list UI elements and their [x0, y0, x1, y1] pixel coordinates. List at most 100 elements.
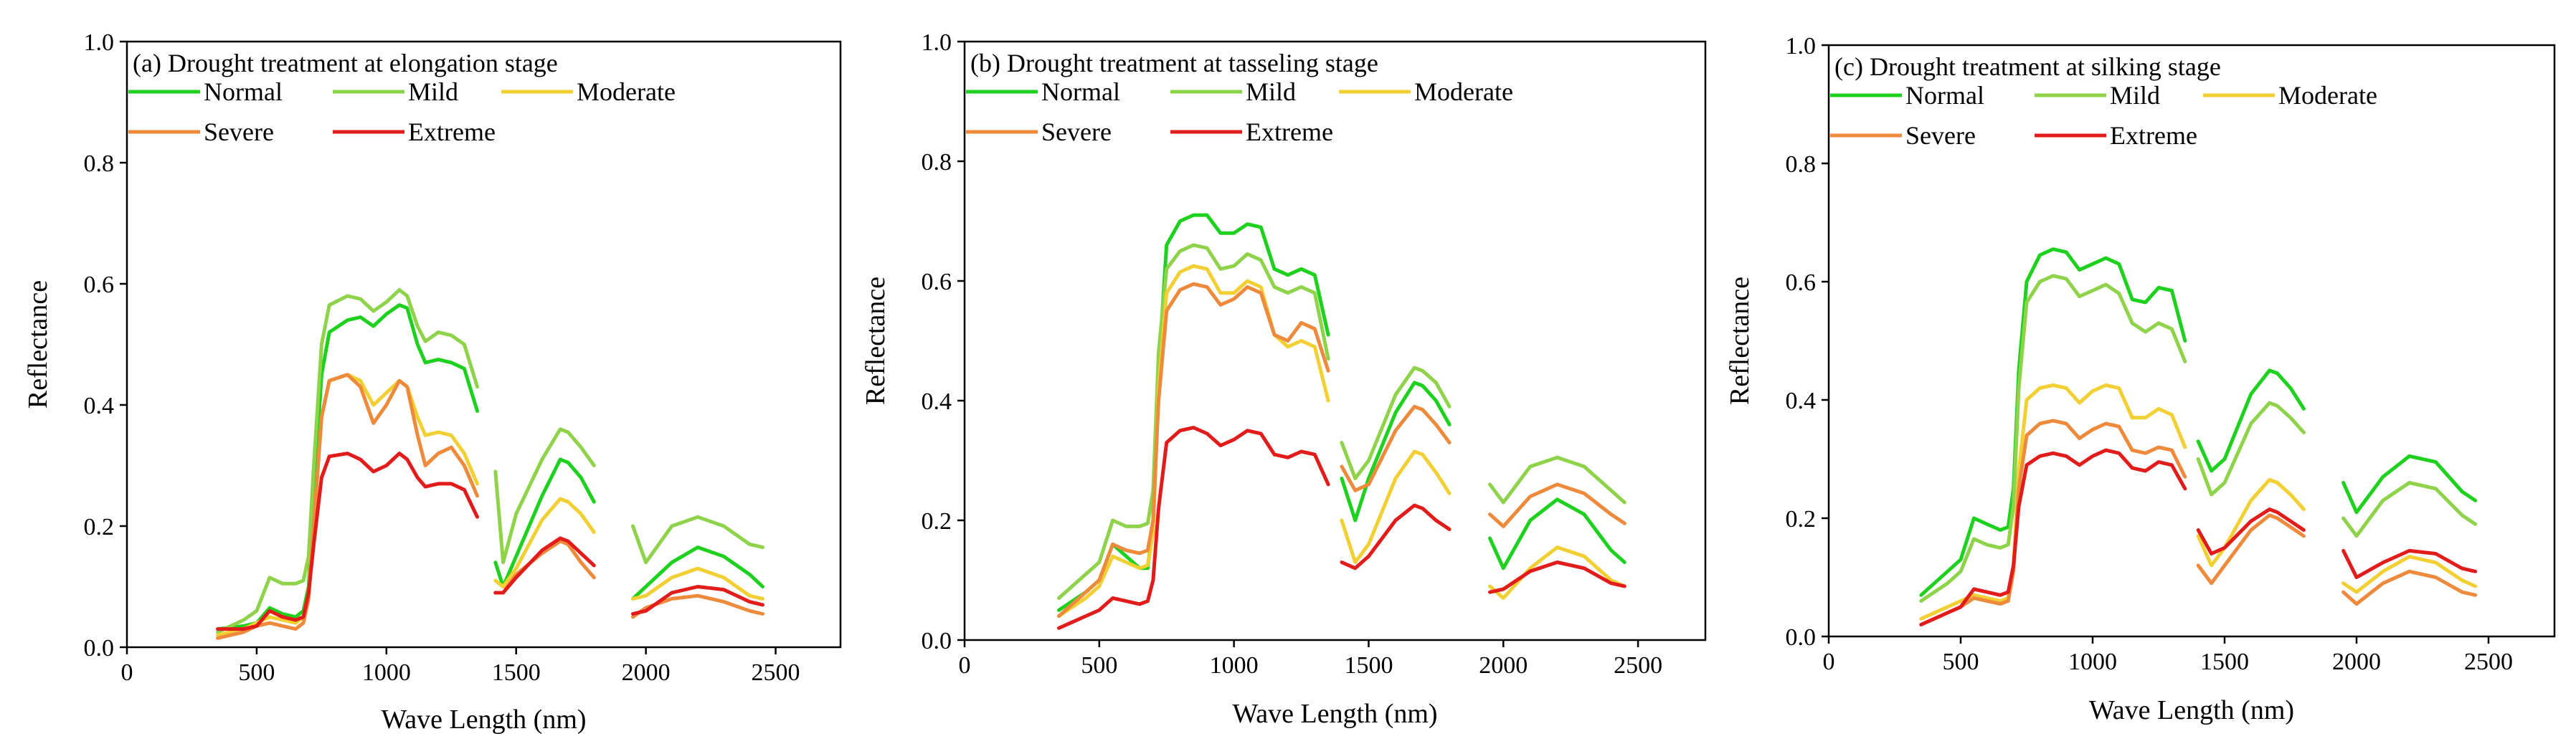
legend: Normal Mild Moderate Severe Extreme: [1830, 81, 2377, 150]
legend-item-severe: Severe: [1830, 121, 1976, 150]
legend-label: Moderate: [1414, 77, 1513, 106]
legend-label: Normal: [204, 77, 283, 106]
y-tick-label: 0.6: [84, 272, 115, 298]
series-group: [1919, 247, 2478, 626]
legend-label: Moderate: [2278, 81, 2377, 110]
y-tick-label: 1.0: [84, 29, 115, 56]
panel-title: (a) Drought treatment at elongation stag…: [133, 49, 558, 77]
y-tick-label: 0.2: [922, 508, 952, 535]
legend-label: Mild: [408, 77, 458, 106]
x-tick-label: 500: [238, 659, 275, 686]
series-line-moderate-2: [631, 566, 764, 601]
y-tick-label: 0.0: [1786, 624, 1817, 651]
x-tick-label: 0: [959, 652, 971, 679]
y-tick-label: 0.2: [1786, 506, 1817, 533]
series-line-extreme-1: [2196, 507, 2306, 555]
panel-b: 0 500 1000 1500 2000 2500 0.0 0.2 0.4 0.6 0.8 1.0 (…: [861, 29, 1707, 729]
series-line-moderate-0: [1919, 383, 2187, 621]
legend-item-severe: Severe: [128, 118, 274, 146]
legend-item-normal: Normal: [966, 77, 1120, 106]
legend-label: Severe: [1905, 121, 1976, 150]
y-tick-label: 0.6: [1786, 269, 1817, 296]
series-line-normal-0: [1057, 213, 1330, 612]
legend-label: Extreme: [2110, 121, 2197, 150]
y-tick-label: 0.8: [1786, 151, 1817, 178]
series-line-severe-0: [1919, 419, 2187, 626]
legend-item-severe: Severe: [966, 118, 1112, 146]
series-line-mild-2: [1488, 455, 1626, 505]
x-tick-label: 1000: [2068, 649, 2117, 675]
series-line-moderate-0: [216, 373, 479, 637]
legend-label: Moderate: [577, 77, 676, 106]
y-axis-label: Reflectance: [23, 280, 53, 409]
legend-label: Normal: [1905, 81, 1984, 110]
series-line-extreme-2: [631, 585, 764, 616]
panel-c: 0 500 1000 1500 2000 2500 0.0 0.2 0.4 0.6 0.8 1.0 (…: [1725, 33, 2556, 725]
series-line-mild-1: [493, 427, 596, 565]
x-tick-label: 2000: [1479, 652, 1528, 679]
y-tick-label: 0.4: [1786, 388, 1817, 414]
series-line-mild-0: [216, 288, 479, 634]
series-line-moderate-1: [2196, 477, 2306, 568]
x-tick-label: 500: [1943, 649, 1979, 675]
x-tick-label: 0: [121, 659, 133, 686]
series-line-mild-2: [2341, 481, 2478, 538]
series-line-normal-2: [1488, 497, 1626, 571]
y-tick-label: 0.4: [84, 393, 115, 419]
x-tick-label: 2500: [752, 659, 800, 686]
y-tick-label: 0.0: [922, 628, 952, 654]
legend-label: Extreme: [408, 118, 496, 146]
x-axis-label: Wave Length (nm): [381, 705, 586, 735]
series-line-severe-1: [2196, 513, 2306, 586]
series-line-normal-1: [2196, 368, 2306, 473]
series-line-extreme-2: [2341, 548, 2478, 579]
legend: Normal Mild Moderate Severe Extreme: [966, 77, 1513, 146]
x-tick-label: 1000: [362, 659, 411, 686]
series-line-extreme-1: [493, 536, 596, 595]
panel-a: 0 500 1000 1500 2000 2500 0.0 0.2 0.4 0.6 0.8 1.0 (…: [23, 29, 842, 735]
legend-item-mild: Mild: [2035, 81, 2160, 110]
series-line-mild-1: [1340, 366, 1452, 480]
series-line-moderate-0: [1057, 264, 1330, 619]
series-line-normal-1: [1340, 381, 1452, 522]
series-line-normal-0: [216, 303, 479, 631]
series-line-normal-2: [2341, 454, 2478, 515]
plot-frame: [1827, 44, 2556, 638]
series-line-severe-0: [1057, 282, 1330, 619]
legend-item-normal: Normal: [1830, 81, 1984, 110]
series-line-moderate-2: [1488, 545, 1626, 600]
y-tick-label: 0.8: [922, 149, 952, 176]
series-line-mild-0: [1057, 243, 1330, 600]
series-line-extreme-2: [1488, 560, 1626, 594]
legend-label: Severe: [204, 118, 274, 146]
legend-item-mild: Mild: [333, 77, 458, 106]
series-line-extreme-0: [1919, 448, 2187, 626]
legend-item-mild: Mild: [1170, 77, 1296, 106]
x-tick-label: 0: [1823, 649, 1835, 675]
y-axis-label: Reflectance: [1725, 277, 1755, 405]
tick-group: 0 500 1000 1500 2000 2500 0.0 0.2 0.4 0.6 0.8 1.0: [1786, 33, 2514, 675]
series-line-normal-0: [1919, 247, 2187, 597]
series-line-severe-2: [2341, 569, 2478, 606]
y-tick-label: 0.2: [84, 514, 115, 540]
x-tick-label: 1500: [2200, 649, 2249, 675]
legend-label: Severe: [1041, 118, 1112, 146]
x-tick-label: 1500: [1344, 652, 1393, 679]
series-line-mild-0: [1919, 274, 2187, 603]
series-line-severe-2: [1488, 482, 1626, 528]
x-tick-label: 2500: [2464, 649, 2513, 675]
legend-label: Extreme: [1246, 118, 1333, 146]
legend-label: Mild: [2110, 81, 2160, 110]
y-axis-label: Reflectance: [861, 277, 891, 405]
series-line-moderate-1: [1340, 449, 1452, 564]
x-tick-label: 2500: [1614, 652, 1662, 679]
series-line-severe-0: [216, 373, 479, 640]
x-tick-label: 2000: [622, 659, 671, 686]
legend-item-moderate: Moderate: [1339, 77, 1513, 106]
panel-title: (c) Drought treatment at silking stage: [1834, 52, 2221, 81]
tick-group: 0 500 1000 1500 2000 2500 0.0 0.2 0.4 0.6 0.8 1.0: [84, 29, 800, 686]
legend-item-extreme: Extreme: [2035, 121, 2197, 150]
x-axis-label: Wave Length (nm): [1232, 699, 1437, 729]
panel-title: (b) Drought treatment at tasseling stage: [970, 49, 1378, 77]
series-line-extreme-0: [216, 452, 479, 631]
